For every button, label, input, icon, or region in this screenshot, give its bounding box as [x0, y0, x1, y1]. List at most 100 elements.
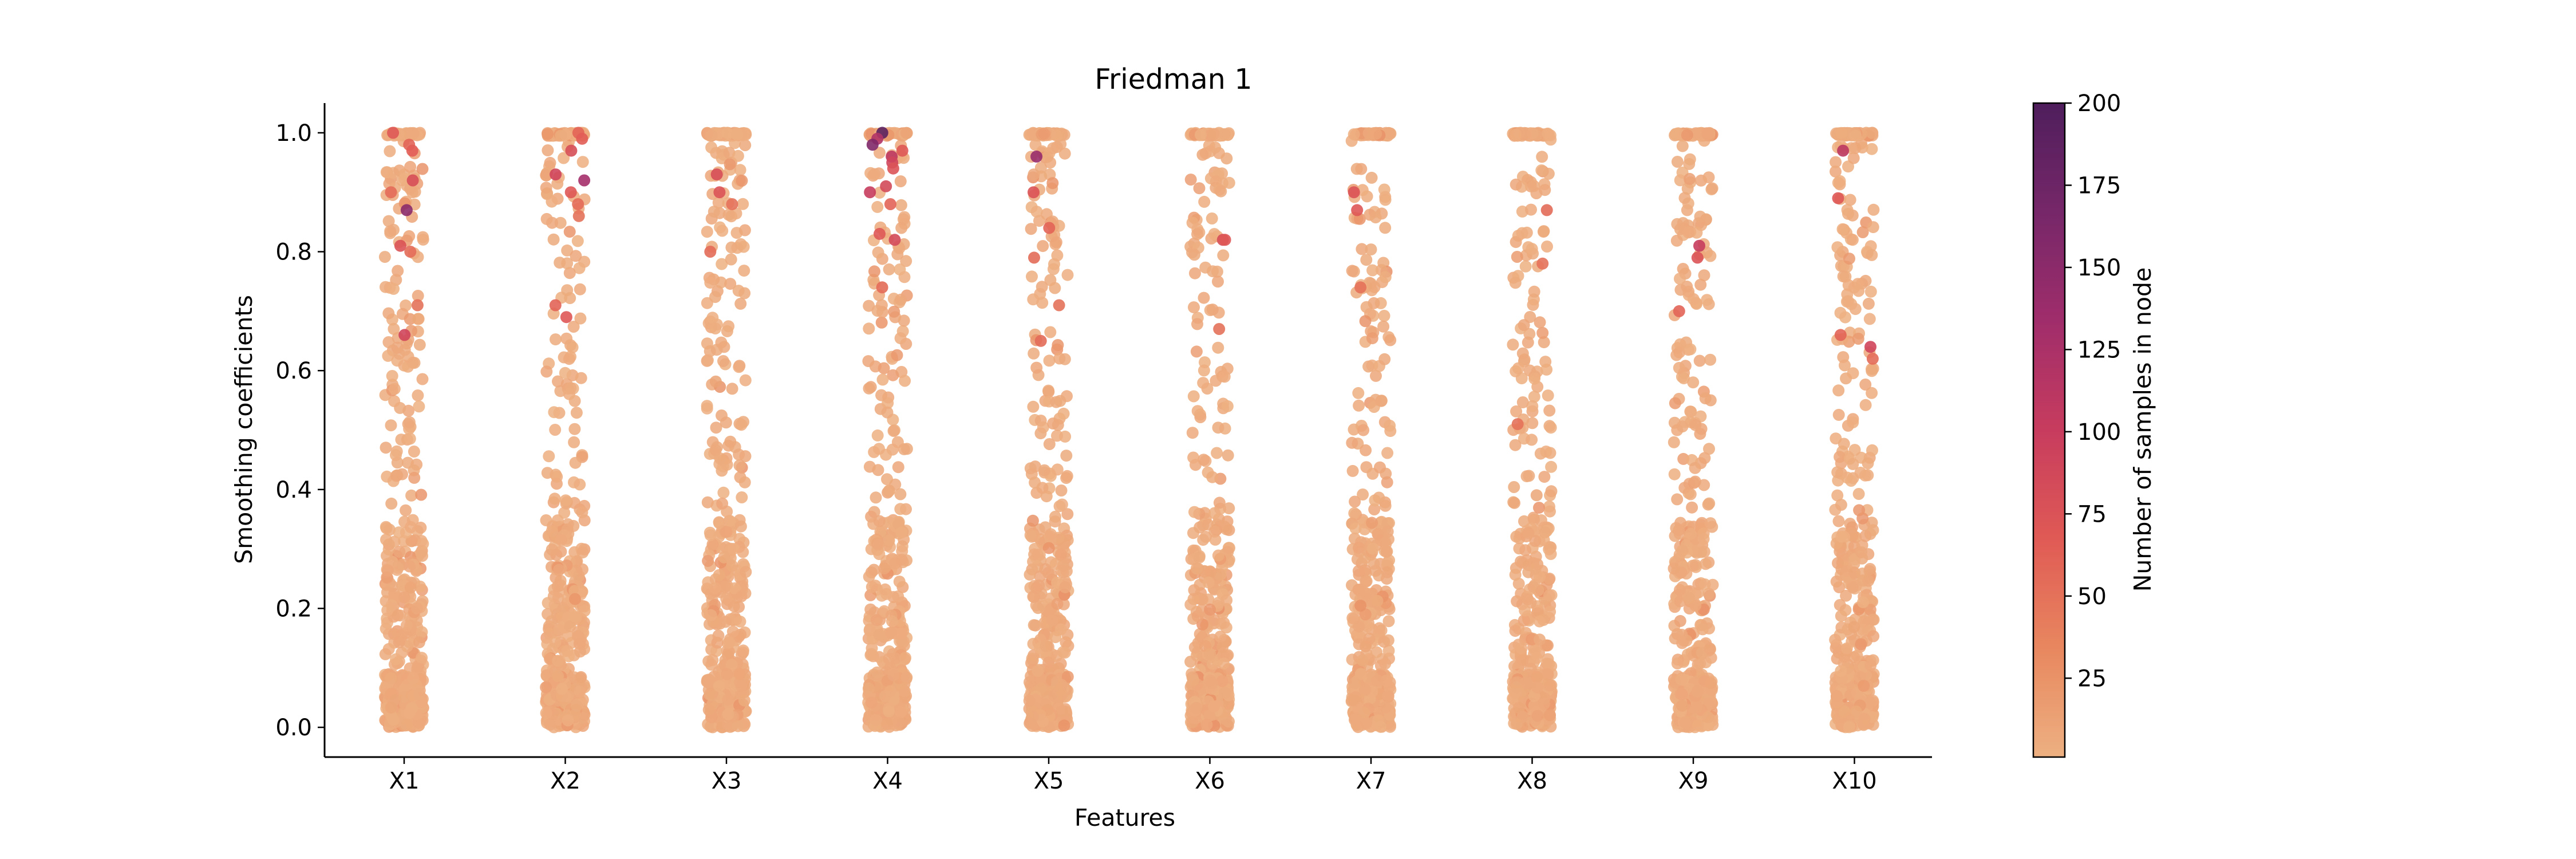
data-point	[1528, 285, 1540, 298]
data-point	[734, 520, 747, 533]
data-point	[1349, 522, 1362, 535]
data-point	[726, 383, 738, 395]
data-point	[1525, 203, 1537, 216]
data-point	[1195, 128, 1207, 141]
data-point	[570, 700, 583, 712]
data-point	[862, 682, 875, 695]
data-point-high-count	[876, 281, 888, 294]
data-point	[390, 470, 402, 482]
data-point	[1538, 698, 1550, 710]
data-point	[1531, 671, 1543, 683]
data-point	[540, 681, 552, 693]
data-point	[1675, 673, 1688, 686]
data-point	[1687, 376, 1700, 389]
data-point	[385, 497, 398, 510]
data-point	[416, 163, 429, 175]
data-point	[871, 614, 883, 626]
data-point	[574, 283, 586, 295]
data-point	[382, 336, 395, 348]
data-point	[1832, 408, 1845, 421]
data-point	[1365, 243, 1377, 256]
data-point	[382, 307, 395, 320]
data-point	[709, 375, 722, 388]
data-point	[872, 246, 884, 259]
data-point	[1357, 424, 1370, 436]
data-point	[1843, 721, 1855, 734]
data-point	[569, 593, 581, 605]
data-point	[1838, 438, 1850, 450]
colorbar-tick-label: 200	[2077, 90, 2121, 117]
data-point	[1529, 644, 1542, 656]
data-point	[552, 655, 564, 667]
data-point	[1679, 716, 1692, 729]
data-point-high-count	[1832, 192, 1844, 204]
data-point	[563, 388, 575, 400]
data-point	[868, 168, 881, 180]
data-point-high-count	[560, 311, 572, 324]
data-point	[1512, 362, 1524, 375]
data-point	[878, 362, 890, 375]
data-point	[1544, 547, 1557, 560]
data-point	[1024, 529, 1037, 541]
data-point	[1186, 427, 1199, 439]
data-point	[713, 569, 725, 581]
data-point	[712, 629, 725, 642]
data-point	[883, 705, 895, 718]
data-point	[574, 645, 586, 658]
data-point	[1702, 128, 1714, 140]
strip-x2	[540, 127, 591, 734]
data-point	[1212, 275, 1224, 288]
data-point	[1686, 559, 1699, 572]
data-point	[1030, 206, 1043, 218]
data-point	[1694, 278, 1707, 291]
data-point	[1187, 674, 1199, 687]
data-point	[403, 416, 416, 428]
data-point	[1670, 349, 1683, 361]
data-point	[1184, 656, 1197, 668]
data-point	[410, 602, 423, 614]
data-point	[863, 624, 876, 637]
data-point	[1862, 574, 1875, 587]
data-point	[416, 652, 428, 664]
data-point	[1212, 421, 1224, 434]
data-point	[738, 476, 751, 488]
data-point	[1380, 546, 1393, 558]
strip-x4	[862, 127, 913, 733]
data-point	[1039, 563, 1052, 576]
data-point	[1674, 517, 1686, 529]
data-point	[1847, 152, 1860, 164]
data-point	[1545, 485, 1558, 498]
data-point	[388, 282, 400, 295]
data-point	[1678, 192, 1691, 204]
data-point	[1693, 354, 1706, 367]
data-point	[1382, 689, 1394, 702]
data-point	[900, 127, 912, 139]
data-point	[1697, 527, 1710, 539]
data-point-high-count	[398, 329, 411, 341]
colorbar-tick-label: 50	[2077, 584, 2107, 610]
data-point	[1510, 178, 1522, 191]
data-point	[1378, 310, 1390, 322]
data-point	[379, 648, 392, 660]
data-point	[1379, 194, 1392, 206]
data-point	[543, 628, 556, 640]
data-point	[1061, 390, 1073, 403]
data-point-high-count	[884, 198, 896, 210]
data-point	[548, 492, 561, 505]
data-point-high-count	[1028, 251, 1040, 264]
data-point	[562, 714, 574, 727]
data-point	[1360, 575, 1372, 588]
data-point	[542, 144, 554, 156]
data-point	[1866, 365, 1878, 377]
y-tick-label: 0.8	[275, 239, 312, 266]
data-point	[1673, 361, 1685, 374]
data-point	[540, 514, 552, 526]
data-point	[1858, 680, 1870, 692]
data-point	[1348, 507, 1361, 519]
data-point	[1668, 468, 1681, 480]
data-point-high-count	[1866, 352, 1879, 365]
data-point	[1220, 594, 1233, 606]
data-point	[1354, 600, 1367, 612]
